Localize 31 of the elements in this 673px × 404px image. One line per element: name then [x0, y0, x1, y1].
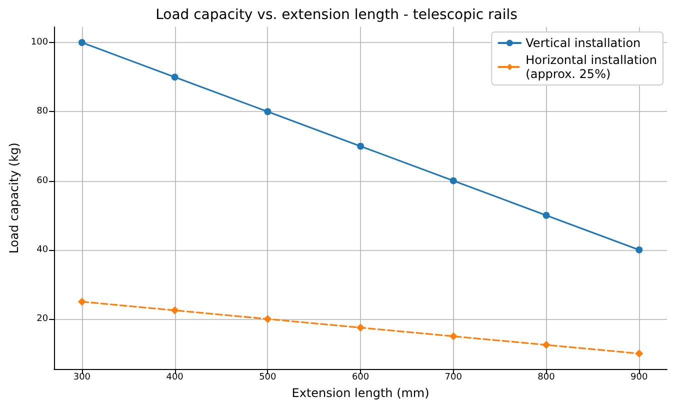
point [264, 314, 272, 323]
point [449, 332, 458, 340]
point [542, 340, 550, 349]
y-tick-label: 40 [36, 244, 48, 255]
point [636, 246, 643, 254]
point [171, 74, 178, 81]
x-axis-title: Extension length (mm) [292, 386, 430, 400]
x-tick-label: 400 [166, 372, 184, 383]
point [78, 39, 86, 46]
point [542, 212, 550, 219]
y-tick-label: 60 [36, 176, 48, 186]
x-tick-label: 900 [630, 372, 648, 383]
x-tick-label: 600 [352, 372, 370, 383]
y-tick-label: 100 [30, 38, 48, 48]
y-tick-label: 80 [36, 106, 48, 117]
point [170, 306, 179, 314]
x-tick-label: 500 [259, 372, 277, 383]
chart-title: Load capacity vs. extension length - telescopic rails [156, 7, 518, 23]
point [450, 177, 457, 184]
x-tick-label: 300 [73, 372, 91, 383]
y-tick-label: 20 [36, 314, 48, 324]
legend-label: Horizontal installation (approx. 25%) [526, 53, 657, 81]
legend-label: Vertical installation [526, 36, 641, 50]
point [78, 298, 86, 306]
x-tick-label: 700 [444, 372, 462, 383]
point [264, 108, 272, 116]
x-tick-label: 800 [538, 372, 556, 383]
y-axis-title: Load capacity (kg) [7, 142, 21, 254]
point [357, 142, 364, 150]
point [356, 324, 365, 332]
point [635, 350, 644, 358]
